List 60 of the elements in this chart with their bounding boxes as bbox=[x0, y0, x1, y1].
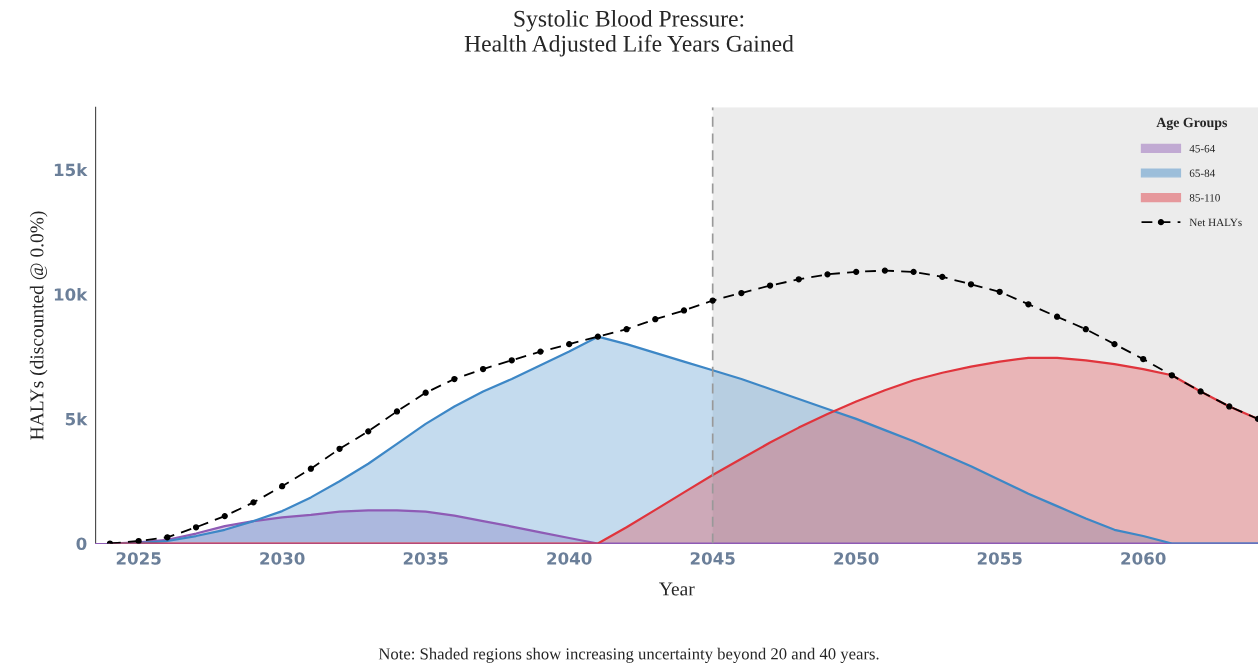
y-axis-title: HALYs (discounted @ 0.0%) bbox=[29, 211, 48, 440]
legend-label: 85-110 bbox=[1189, 194, 1220, 202]
point bbox=[164, 534, 171, 541]
legend-label: 45-64 bbox=[1189, 144, 1216, 153]
legend-label: 65-84 bbox=[1189, 169, 1216, 177]
point bbox=[479, 365, 487, 373]
point bbox=[623, 326, 630, 333]
point bbox=[1140, 355, 1147, 363]
point bbox=[393, 408, 401, 415]
point bbox=[881, 267, 889, 274]
y-tick-label: 5k bbox=[65, 412, 88, 426]
point bbox=[250, 499, 257, 506]
x-tick-label: 2030 bbox=[260, 552, 305, 565]
point bbox=[594, 333, 602, 340]
x-tick-label: 2050 bbox=[834, 552, 879, 565]
point bbox=[508, 357, 515, 364]
point bbox=[1082, 326, 1089, 333]
point bbox=[1111, 341, 1118, 348]
point bbox=[135, 537, 142, 544]
point bbox=[996, 288, 1003, 295]
point bbox=[766, 282, 774, 289]
x-axis-title: Year bbox=[659, 582, 695, 596]
legend-title: Age Groups bbox=[1156, 117, 1228, 131]
point bbox=[795, 276, 802, 283]
point bbox=[939, 273, 946, 280]
point bbox=[422, 389, 429, 396]
point bbox=[221, 512, 228, 520]
x-tick-label: 2045 bbox=[690, 552, 735, 565]
y-tick-label: 15k bbox=[54, 163, 88, 177]
point bbox=[1168, 372, 1176, 379]
point bbox=[910, 268, 917, 275]
y-tick-label: 10k bbox=[54, 287, 88, 301]
point bbox=[365, 428, 372, 435]
point bbox=[709, 297, 716, 304]
legend-label: Net HALYs bbox=[1189, 218, 1242, 227]
point bbox=[451, 375, 458, 383]
x-tick-label: 2040 bbox=[547, 552, 592, 565]
point bbox=[1226, 403, 1233, 410]
x-tick-label: 2035 bbox=[403, 552, 448, 565]
point bbox=[1197, 388, 1204, 395]
point bbox=[967, 281, 975, 288]
point bbox=[853, 268, 860, 275]
y-tick-label: 0 bbox=[76, 537, 87, 551]
chart-title: Systolic Blood Pressure: Health Adjusted Life Years Gained bbox=[464, 10, 794, 57]
point bbox=[336, 445, 343, 452]
point bbox=[537, 348, 544, 355]
point bbox=[680, 307, 688, 314]
x-tick-label: 2060 bbox=[1121, 552, 1166, 565]
point bbox=[307, 465, 314, 472]
x-tick-label: 2025 bbox=[116, 552, 161, 565]
point bbox=[1053, 313, 1061, 320]
x-tick-label: 2055 bbox=[977, 552, 1022, 565]
point bbox=[192, 524, 200, 531]
point bbox=[566, 341, 573, 348]
text: Note: Shaded regions show increasing uncertainty beyond 20 and 40 years. bbox=[378, 647, 879, 663]
point bbox=[279, 483, 286, 490]
point bbox=[824, 271, 831, 278]
point bbox=[1025, 301, 1032, 308]
point bbox=[738, 289, 745, 297]
point bbox=[652, 316, 659, 323]
